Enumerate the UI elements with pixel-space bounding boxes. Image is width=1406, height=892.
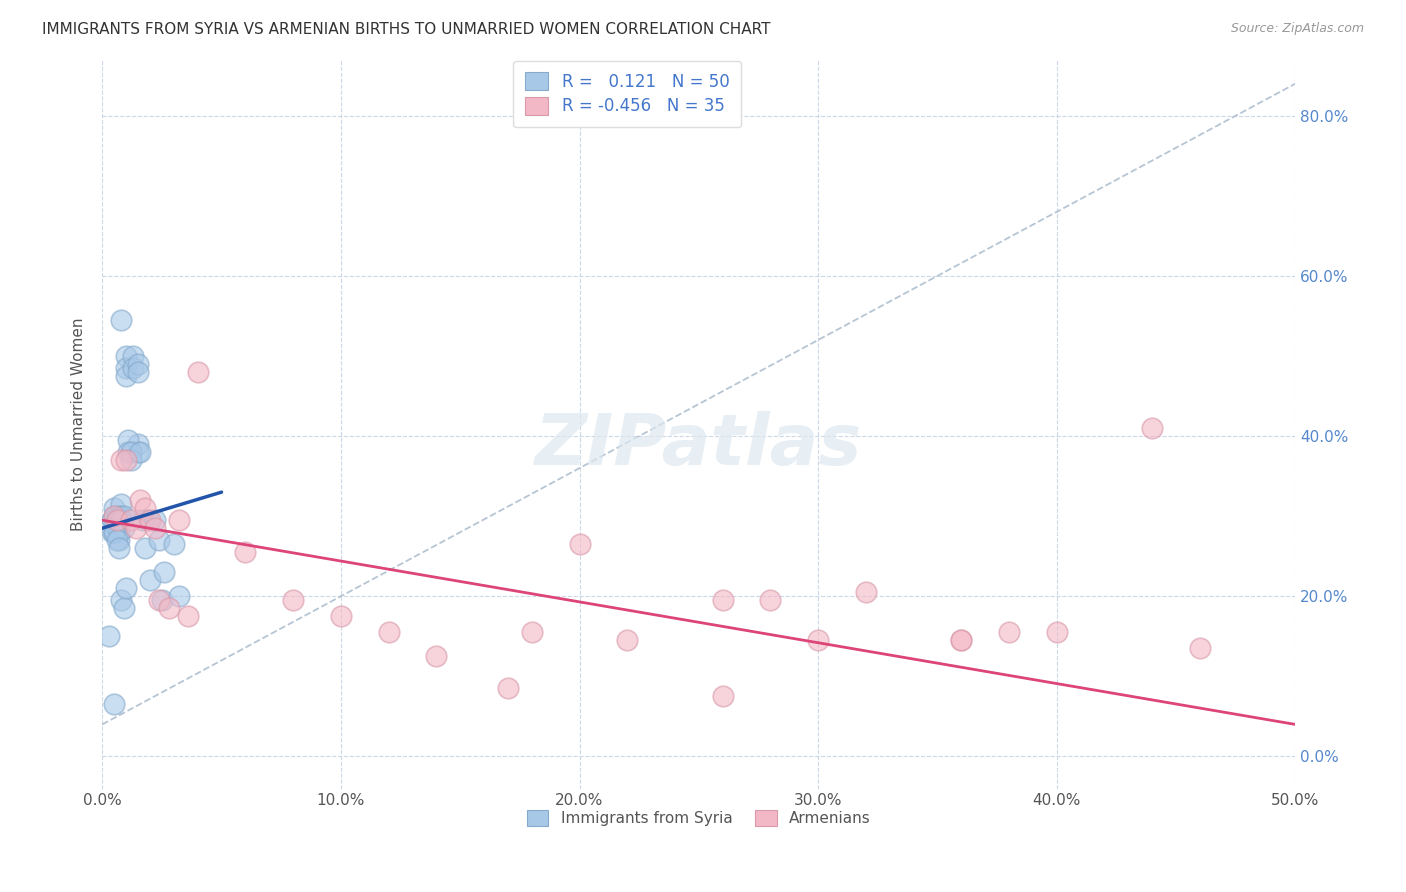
Point (115, 369, 138, 384)
Point (120, 513, 142, 527)
Point (496, 681, 519, 696)
Point (105, 533, 128, 548)
Point (153, 566, 176, 580)
Point (329, 609, 352, 624)
Point (855, 585, 877, 599)
Point (167, 513, 190, 527)
Point (127, 357, 149, 371)
Point (711, 593, 734, 607)
Point (103, 525, 125, 540)
Point (110, 593, 132, 607)
Point (129, 493, 152, 508)
Point (105, 509, 128, 524)
Text: Source: ZipAtlas.com: Source: ZipAtlas.com (1230, 22, 1364, 36)
Point (132, 513, 155, 527)
Point (148, 593, 170, 607)
Point (110, 509, 132, 524)
Point (134, 501, 156, 516)
Point (108, 541, 131, 556)
Point (1046, 625, 1069, 640)
Point (122, 361, 145, 376)
Point (117, 433, 139, 447)
Point (134, 541, 156, 556)
Point (235, 545, 257, 559)
Point (807, 633, 830, 648)
Point (127, 445, 149, 459)
Point (100, 525, 122, 540)
Point (103, 509, 125, 524)
Point (616, 633, 638, 648)
Point (129, 445, 152, 459)
Point (108, 533, 131, 548)
Point (520, 625, 543, 640)
Point (115, 361, 138, 376)
Legend: Immigrants from Syria, Armenians: Immigrants from Syria, Armenians (517, 801, 880, 836)
Point (759, 593, 782, 607)
Point (124, 521, 146, 535)
Point (568, 537, 591, 551)
Point (711, 690, 734, 704)
Point (103, 509, 125, 524)
Point (108, 525, 131, 540)
Point (98, 629, 121, 643)
Point (127, 437, 149, 451)
Point (136, 513, 159, 527)
Point (139, 513, 162, 527)
Point (103, 525, 125, 540)
Point (127, 365, 149, 379)
Point (167, 589, 190, 603)
Point (187, 365, 209, 379)
Point (115, 453, 138, 467)
Point (110, 513, 132, 527)
Text: ZIPatlas: ZIPatlas (536, 411, 862, 481)
Point (1142, 421, 1164, 435)
Point (117, 445, 139, 459)
Point (157, 601, 180, 615)
Point (950, 633, 973, 648)
Point (110, 313, 132, 327)
Point (108, 513, 131, 527)
Point (112, 521, 135, 535)
Point (177, 609, 200, 624)
Point (103, 501, 125, 516)
Point (120, 453, 142, 467)
Point (143, 513, 166, 527)
Point (163, 537, 186, 551)
Point (998, 625, 1021, 640)
Point (377, 625, 399, 640)
Y-axis label: Births to Unmarried Women: Births to Unmarried Women (72, 318, 86, 531)
Point (105, 521, 128, 535)
Point (103, 517, 125, 532)
Point (103, 698, 125, 712)
Point (115, 349, 138, 363)
Point (148, 533, 170, 548)
Point (110, 453, 132, 467)
Point (105, 513, 128, 527)
Point (950, 633, 973, 648)
Point (143, 521, 166, 535)
Point (139, 574, 162, 588)
Point (1188, 641, 1211, 656)
Point (100, 513, 122, 527)
Point (112, 509, 135, 524)
Point (110, 497, 132, 511)
Point (122, 349, 145, 363)
Point (112, 601, 135, 615)
Point (115, 581, 138, 595)
Point (281, 593, 304, 607)
Point (425, 649, 447, 664)
Point (150, 593, 173, 607)
Point (108, 509, 131, 524)
Point (120, 445, 142, 459)
Text: IMMIGRANTS FROM SYRIA VS ARMENIAN BIRTHS TO UNMARRIED WOMEN CORRELATION CHART: IMMIGRANTS FROM SYRIA VS ARMENIAN BIRTHS… (42, 22, 770, 37)
